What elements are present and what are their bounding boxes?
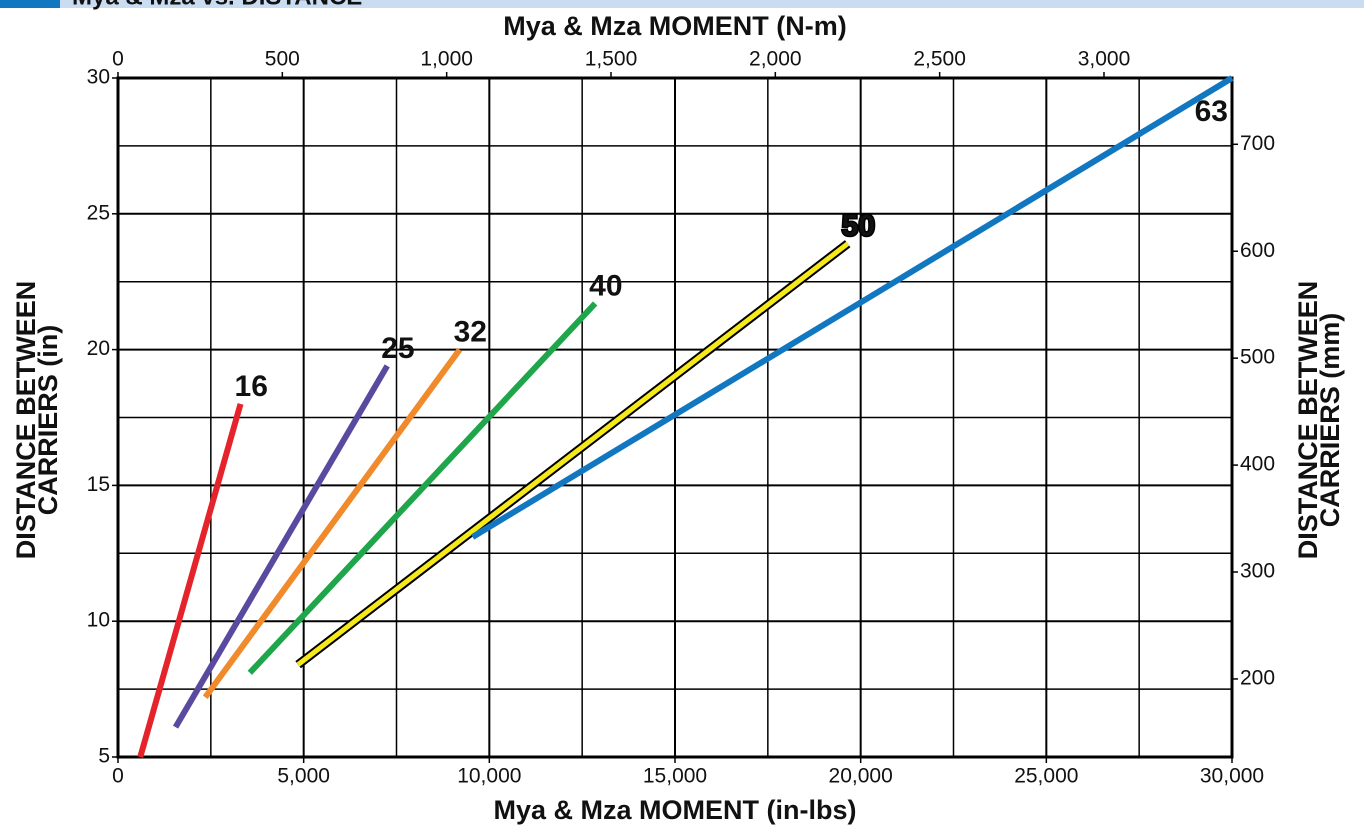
y2-tick-label: 600: [1240, 239, 1275, 262]
series-label: 40: [589, 269, 622, 302]
series-line: [137, 403, 244, 758]
series-label: 32: [454, 316, 487, 349]
y-axis-label-line: DISTANCE BETWEEN: [11, 281, 41, 560]
x2-tick-label: 2,500: [913, 48, 966, 71]
y-tick-label: 20: [87, 337, 110, 360]
y-tick-label: 15: [87, 473, 110, 496]
x2-tick-label: 1,500: [585, 48, 638, 71]
y-axis-label-line: CARRIERS (in): [33, 325, 63, 516]
series-line: [202, 347, 463, 700]
y2-tick-label: 300: [1240, 560, 1275, 583]
series-line: [247, 301, 598, 675]
y2-tick-label: 500: [1240, 346, 1275, 369]
x2-tick-label: 3,000: [1078, 48, 1131, 71]
series-line: [471, 75, 1234, 540]
y2-tick-label: 400: [1240, 453, 1275, 476]
x-tick-label: 15,000: [643, 765, 707, 788]
plot-frame: [116, 76, 1234, 759]
x2-tick-label: 0: [112, 48, 124, 71]
x-tick-label: 0: [112, 765, 124, 788]
series-line: [296, 241, 850, 667]
chart-title: Mya & Mza vs. DISTANCE: [72, 0, 362, 10]
y-tick-label: 5: [98, 745, 110, 768]
x2-tick-label: 1,000: [420, 48, 473, 71]
y-tick-label: 25: [87, 201, 110, 224]
x-tick-label: 30,000: [1200, 765, 1264, 788]
x2-tick-label: 500: [265, 48, 300, 71]
series-label: 16: [235, 370, 268, 403]
series-label: 25: [381, 332, 414, 365]
x-tick-label: 10,000: [457, 765, 521, 788]
title-band: [0, 0, 1364, 8]
x2-axis-label: Mya & Mza MOMENT (N-m): [503, 11, 847, 41]
y-axis-label: DISTANCE BETWEEN CARRIERS (in): [11, 281, 63, 560]
x2-tick-label: 2,000: [749, 48, 802, 71]
title-marker: [0, 0, 60, 8]
series-label: 50: [842, 210, 875, 243]
y2-tick-label: 700: [1240, 132, 1275, 155]
x-axis-label: Mya & Mza MOMENT (in-lbs): [494, 795, 857, 825]
y2-axis-label-line: DISTANCE BETWEEN: [1293, 281, 1323, 560]
y-tick-label: 30: [87, 66, 110, 89]
y-tick-label: 10: [87, 609, 110, 632]
series-line: [172, 364, 390, 729]
x-tick-label: 25,000: [1014, 765, 1078, 788]
y2-axis-label-line: CARRIERS (mm): [1315, 313, 1345, 528]
x-tick-label: 20,000: [829, 765, 893, 788]
x-tick-label: 5,000: [277, 765, 330, 788]
series-label: 63: [1195, 95, 1228, 128]
y2-tick-label: 200: [1240, 666, 1275, 689]
y2-axis-label: DISTANCE BETWEEN CARRIERS (mm): [1293, 281, 1345, 560]
